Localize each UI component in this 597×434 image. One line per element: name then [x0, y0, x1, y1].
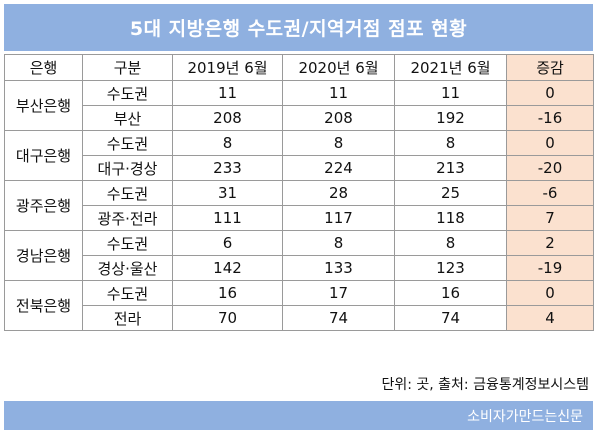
value-2021-cell: 192 — [394, 105, 507, 131]
publisher-name: 소비자가만드는신문 — [467, 408, 583, 425]
table-row: 광주·전라 111 117 118 7 — [5, 205, 594, 231]
bank-name-cell: 경남은행 — [4, 230, 83, 281]
bank-name-cell: 부산은행 — [4, 80, 83, 131]
value-2019-cell: 11 — [172, 80, 283, 106]
table-row: 대구·경상 233 224 213 -20 — [5, 155, 594, 181]
header-bank: 은행 — [4, 54, 83, 81]
change-cell: 2 — [506, 230, 594, 256]
value-2020-cell: 28 — [282, 180, 395, 206]
value-2020-cell: 133 — [282, 255, 395, 281]
value-2019-cell: 16 — [172, 280, 283, 306]
value-2020-cell: 74 — [282, 305, 395, 331]
page-title: 5대 지방은행 수도권/지역거점 점포 현황 — [4, 4, 593, 51]
category-cell: 수도권 — [82, 280, 173, 306]
change-cell: -6 — [506, 180, 594, 206]
table-row: 부산 208 208 192 -16 — [5, 105, 594, 131]
footer-bar: 소비자가만드는신문 — [4, 401, 593, 430]
table-row: 전라 70 74 74 4 — [5, 305, 594, 331]
bank-name-cell: 전북은행 — [4, 280, 83, 331]
value-2021-cell: 11 — [394, 80, 507, 106]
table-row: 부산은행 수도권 11 11 11 0 — [4, 80, 594, 131]
category-cell: 수도권 — [82, 130, 173, 156]
value-2021-cell: 16 — [394, 280, 507, 306]
value-2021-cell: 8 — [394, 230, 507, 256]
header-2019: 2019년 6월 — [172, 54, 283, 81]
change-cell: -16 — [506, 105, 594, 131]
header-2020: 2020년 6월 — [282, 54, 395, 81]
bank-name-cell: 광주은행 — [4, 180, 83, 231]
value-2020-cell: 11 — [282, 80, 395, 106]
change-cell: -19 — [506, 255, 594, 281]
category-cell: 수도권 — [82, 80, 173, 106]
value-2019-cell: 8 — [172, 130, 283, 156]
value-2019-cell: 70 — [172, 305, 283, 331]
value-2019-cell: 142 — [172, 255, 283, 281]
category-cell: 수도권 — [82, 230, 173, 256]
change-cell: -20 — [506, 155, 594, 181]
value-2020-cell: 117 — [282, 205, 395, 231]
category-cell: 광주·전라 — [82, 205, 173, 231]
value-2021-cell: 118 — [394, 205, 507, 231]
category-cell: 부산 — [82, 105, 173, 131]
value-2021-cell: 123 — [394, 255, 507, 281]
value-2020-cell: 8 — [282, 130, 395, 156]
value-2021-cell: 213 — [394, 155, 507, 181]
value-2020-cell: 8 — [282, 230, 395, 256]
change-cell: 0 — [506, 130, 594, 156]
branch-table: 은행 구분 2019년 6월 2020년 6월 2021년 6월 증감 부산은행… — [4, 54, 594, 331]
category-cell: 대구·경상 — [82, 155, 173, 181]
value-2021-cell: 25 — [394, 180, 507, 206]
change-cell: 0 — [506, 80, 594, 106]
value-2020-cell: 224 — [282, 155, 395, 181]
header-2021: 2021년 6월 — [394, 54, 507, 81]
table-header-row: 은행 구분 2019년 6월 2020년 6월 2021년 6월 증감 — [4, 54, 594, 81]
change-cell: 0 — [506, 280, 594, 306]
category-cell: 수도권 — [82, 180, 173, 206]
source-note: 단위: 곳, 출처: 금융통계정보시스템 — [381, 377, 589, 393]
bank-name-cell: 대구은행 — [4, 130, 83, 181]
value-2020-cell: 208 — [282, 105, 395, 131]
change-cell: 7 — [506, 205, 594, 231]
value-2020-cell: 17 — [282, 280, 395, 306]
value-2019-cell: 6 — [172, 230, 283, 256]
table-row: 전북은행 수도권 16 17 16 0 — [4, 280, 594, 331]
value-2019-cell: 31 — [172, 180, 283, 206]
table-row: 경남은행 수도권 6 8 8 2 — [4, 230, 594, 281]
value-2021-cell: 8 — [394, 130, 507, 156]
table-row: 경상·울산 142 133 123 -19 — [5, 255, 594, 281]
value-2021-cell: 74 — [394, 305, 507, 331]
category-cell: 전라 — [82, 305, 173, 331]
value-2019-cell: 208 — [172, 105, 283, 131]
category-cell: 경상·울산 — [82, 255, 173, 281]
value-2019-cell: 233 — [172, 155, 283, 181]
table-row: 대구은행 수도권 8 8 8 0 — [4, 130, 594, 181]
change-cell: 4 — [506, 305, 594, 331]
value-2019-cell: 111 — [172, 205, 283, 231]
table-body: 부산은행 수도권 11 11 11 0 부산 208 208 192 -16 대구은행 수도권 8 8 8 0 대… — [4, 80, 594, 331]
header-category: 구분 — [82, 54, 173, 81]
header-change: 증감 — [506, 54, 594, 81]
table-row: 광주은행 수도권 31 28 25 -6 — [4, 180, 594, 231]
